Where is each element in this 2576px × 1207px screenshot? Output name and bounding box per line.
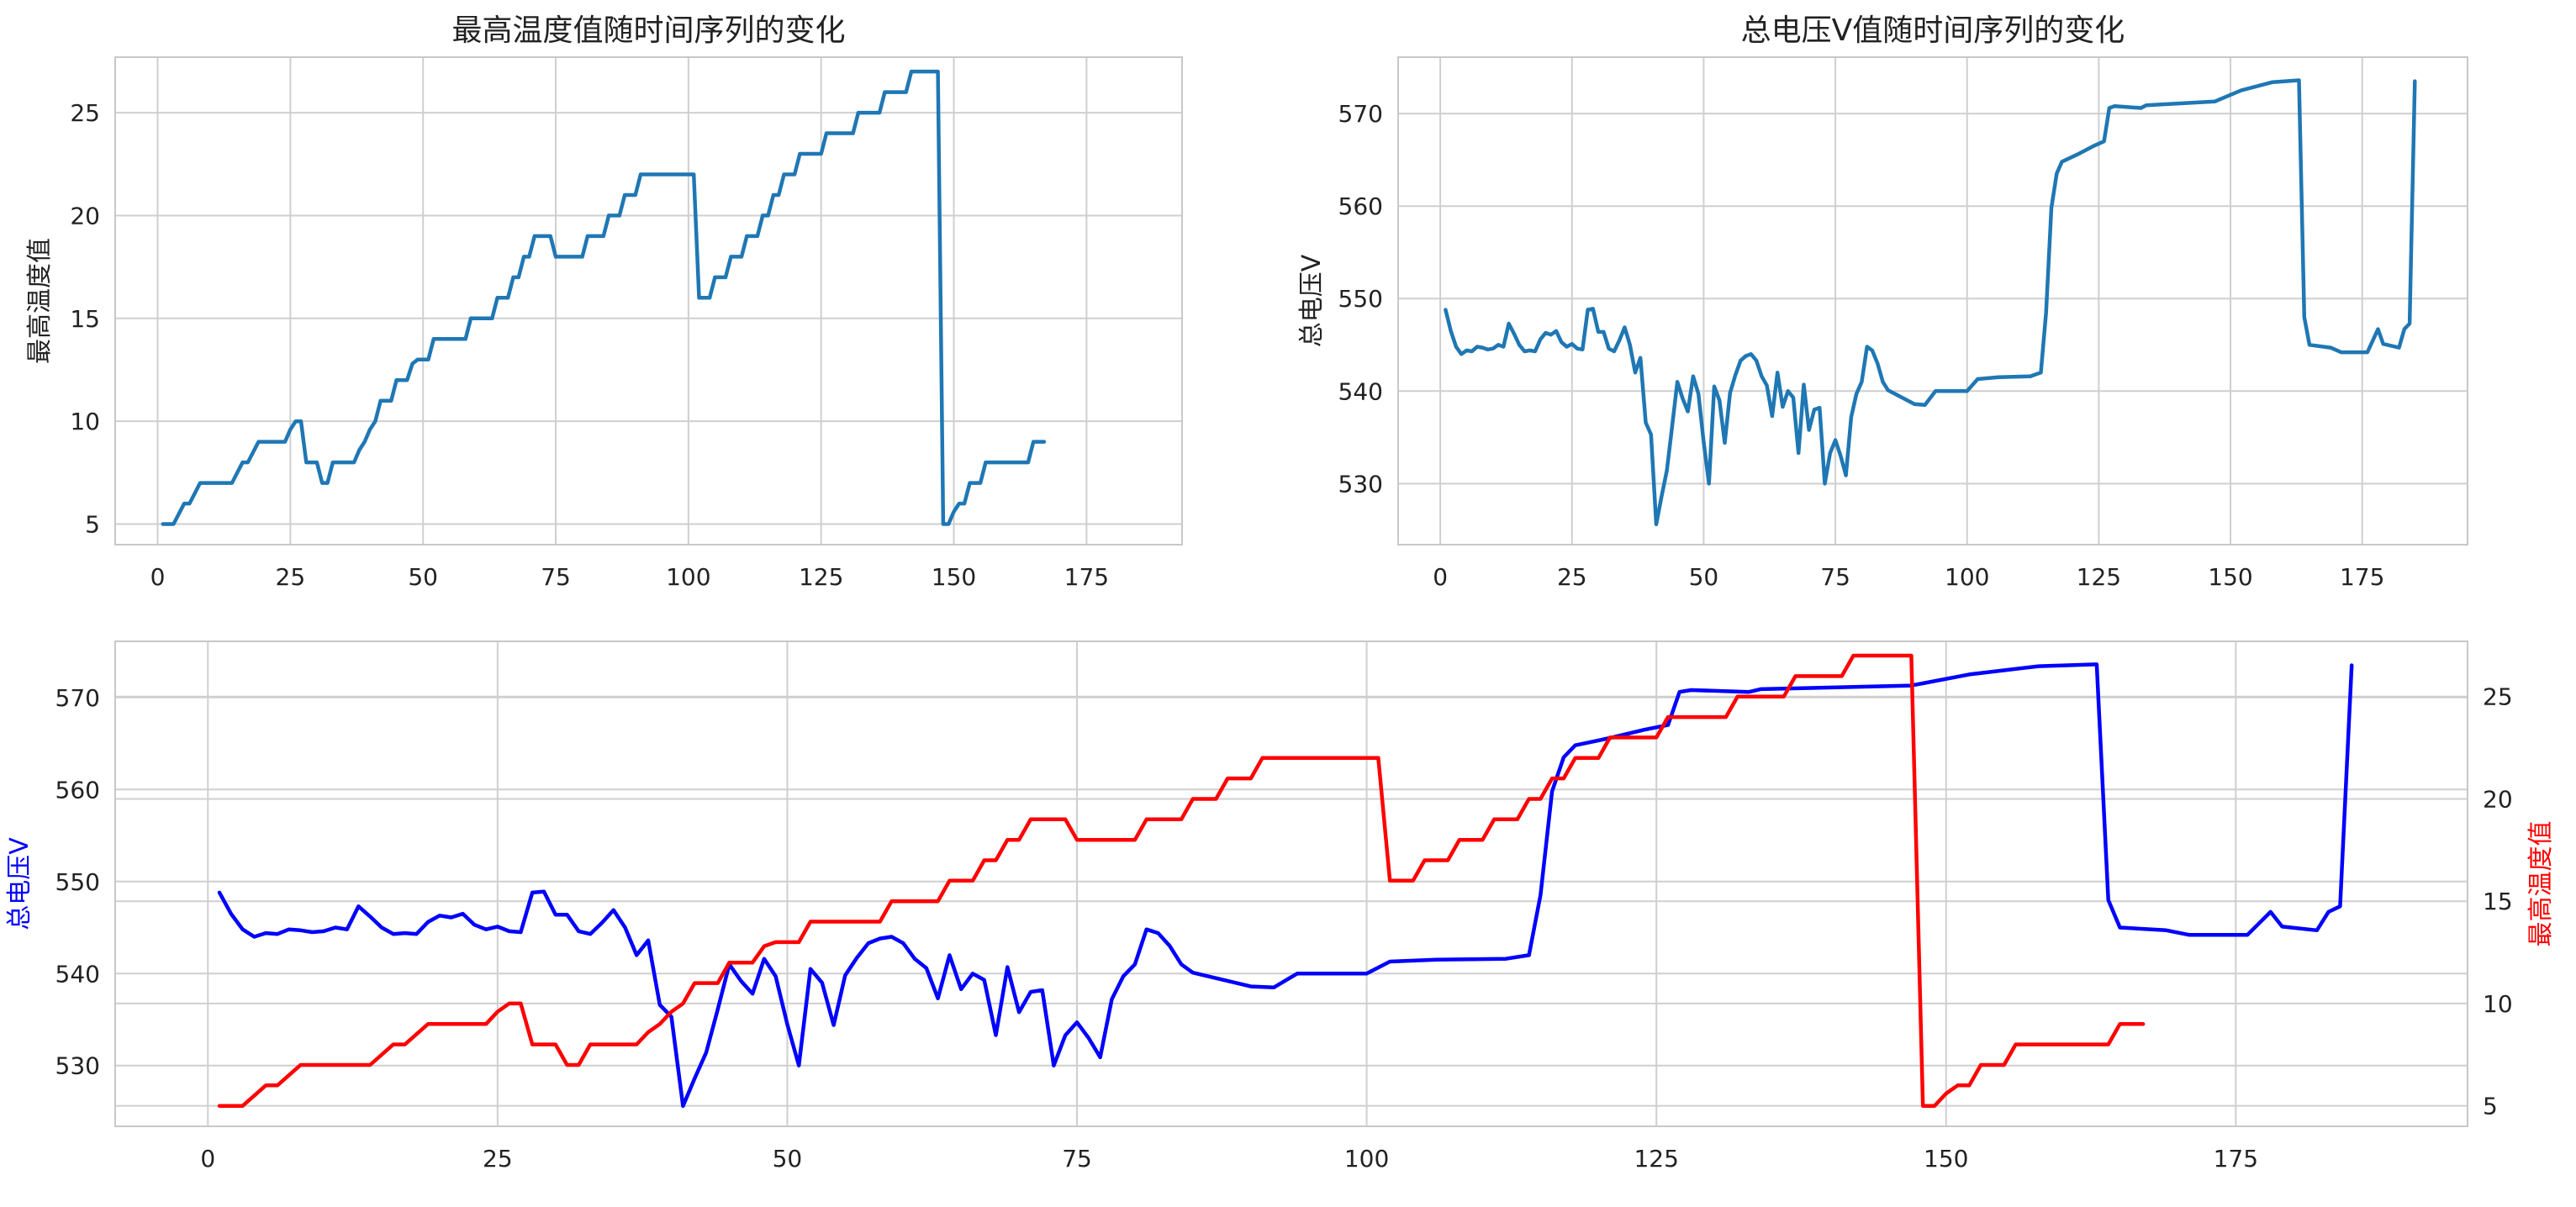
combined-xtick-label: 25 [483,1145,513,1173]
temp-ytick-label: 25 [70,99,100,127]
combined-left-ytick-label: 530 [55,1052,100,1080]
voltage-ytick-label: 550 [1338,285,1383,313]
combined-xtick-label: 50 [773,1145,803,1173]
voltage-xtick-label: 150 [2208,563,2252,591]
combined-left-ytick-label: 550 [55,868,100,896]
temp-chart-title: 最高温度值随时间序列的变化 [451,13,845,48]
voltage-ytick-label: 530 [1338,470,1383,498]
combined-temp-line [217,653,2146,1108]
voltage-ytick-label: 540 [1338,377,1383,405]
combined-right-ytick-label: 15 [2483,888,2513,915]
temp-ytick-label: 10 [70,408,100,435]
voltage-xtick-label: 50 [1689,563,1719,591]
voltage-plot-frame [1397,56,2468,546]
combined-right-ytick-label: 25 [2483,683,2513,711]
temp-xtick-label: 175 [1064,563,1109,591]
combined-plot-frame [114,640,2468,1127]
voltage-chart-title: 总电压V值随时间序列的变化 [1741,13,2125,48]
combined-left-ytick-label: 560 [55,776,100,804]
combined-xtick-label: 75 [1062,1145,1092,1173]
combined-xtick-label: 0 [200,1145,215,1173]
temp-xtick-label: 100 [666,563,710,591]
temp-xtick-label: 150 [932,563,976,591]
voltage-xtick-label: 0 [1433,563,1448,591]
combined-right-ytick-label: 10 [2483,990,2513,1018]
combined-xtick-label: 150 [1924,1145,1968,1173]
combined-xtick-label: 125 [1634,1145,1678,1173]
temp-ytick-label: 5 [85,511,100,539]
combined-left-ytick-label: 570 [55,684,100,712]
combined-right-ytick-label: 20 [2483,785,2513,813]
voltage-ytick-label: 570 [1338,100,1383,128]
temp-y-axis-label: 最高温度值 [25,238,55,364]
combined-xtick-label: 100 [1344,1145,1389,1173]
combined-voltage-line [217,662,2354,1109]
temp-xtick-label: 0 [150,563,166,591]
temp-xtick-label: 125 [799,563,843,591]
temp-ytick-label: 20 [70,202,100,229]
temp-ytick-label: 15 [70,305,100,333]
voltage-xtick-label: 100 [1945,563,1989,591]
combined-right-y-axis-label: 最高温度值 [2526,821,2556,947]
voltage-xtick-label: 25 [1557,563,1587,591]
temp-xtick-label: 75 [541,563,571,591]
combined-right-ytick-label: 5 [2483,1093,2498,1120]
voltage-xtick-label: 125 [2077,563,2121,591]
temp-xtick-label: 50 [408,563,438,591]
temp-plot-frame [114,56,1183,546]
temp-series-line [161,69,1047,526]
combined-left-ytick-label: 540 [55,960,100,988]
voltage-ytick-label: 560 [1338,192,1383,220]
combined-left-y-axis-label: 总电压V [5,837,34,930]
voltage-xtick-label: 75 [1820,563,1850,591]
combined-xtick-label: 175 [2214,1145,2258,1173]
voltage-xtick-label: 175 [2340,563,2384,591]
voltage-y-axis-label: 总电压V [1297,254,1327,347]
temp-xtick-label: 25 [276,563,306,591]
voltage-series-line [1444,78,2417,527]
